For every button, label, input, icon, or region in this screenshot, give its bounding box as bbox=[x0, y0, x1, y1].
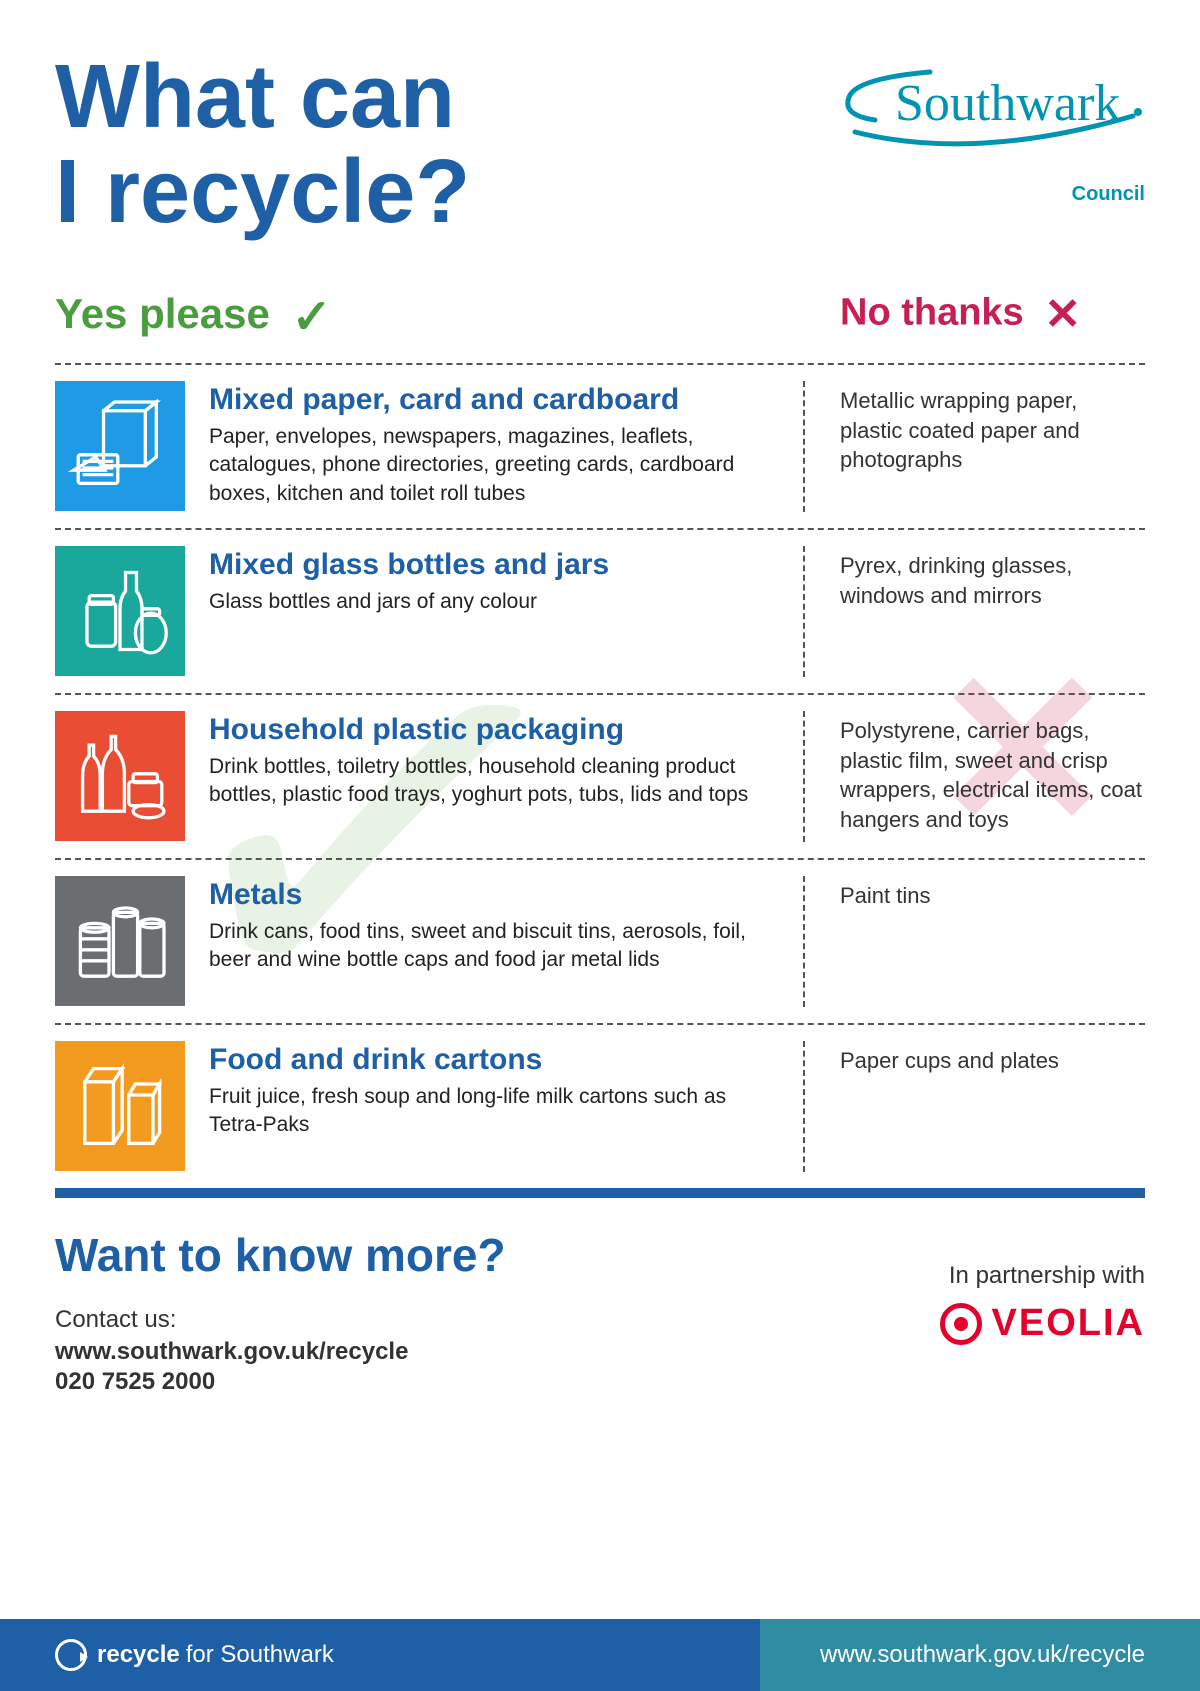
check-icon: ✓ bbox=[292, 289, 332, 345]
recycling-poster: What can I recycle? Southwark Council Ye… bbox=[0, 0, 1200, 1691]
column-headers: Yes please ✓ No thanks ✕ bbox=[55, 289, 1145, 355]
yes-please-header: Yes please ✓ bbox=[55, 289, 805, 355]
no-cell: Polystyrene, carrier bags, plastic film,… bbox=[805, 711, 1145, 842]
yes-cell: Metals Drink cans, food tins, sweet and … bbox=[55, 876, 805, 1007]
partner-label: In partnership with bbox=[940, 1262, 1145, 1290]
contact-label: Contact us: bbox=[55, 1306, 506, 1334]
no-thanks-header: No thanks ✕ bbox=[805, 289, 1145, 355]
contact-block: Want to know more? Contact us: www.south… bbox=[55, 1228, 506, 1396]
category-icon bbox=[55, 711, 185, 841]
yes-cell: Food and drink cartons Fruit juice, fres… bbox=[55, 1041, 805, 1172]
no-cell: Metallic wrapping paper, plastic coated … bbox=[805, 381, 1145, 512]
yes-label: Yes please bbox=[55, 290, 270, 337]
footer-recycle-text: for Southwark bbox=[186, 1641, 334, 1669]
category-title: Household plastic packaging bbox=[209, 713, 783, 747]
partner-block: In partnership with VEOLIA bbox=[940, 1228, 1145, 1396]
southwark-logo: Southwark Council bbox=[835, 50, 1145, 206]
logo-text-svg: Southwark bbox=[895, 75, 1120, 132]
page-title: What can I recycle? bbox=[55, 50, 470, 239]
veolia-logo: VEOLIA bbox=[940, 1302, 1145, 1345]
category-icon bbox=[55, 546, 185, 676]
category-title: Metals bbox=[209, 878, 783, 912]
category-row: Household plastic packaging Drink bottle… bbox=[55, 693, 1145, 858]
no-cell: Paint tins bbox=[805, 876, 1145, 1007]
category-description: Glass bottles and jars of any colour bbox=[209, 588, 783, 616]
yes-cell: Household plastic packaging Drink bottle… bbox=[55, 711, 805, 842]
yes-cell: Mixed paper, card and cardboard Paper, e… bbox=[55, 381, 805, 512]
category-title: Mixed paper, card and cardboard bbox=[209, 383, 783, 417]
veolia-name: VEOLIA bbox=[992, 1302, 1145, 1345]
yes-cell: Mixed glass bottles and jars Glass bottl… bbox=[55, 546, 805, 677]
category-row: Food and drink cartons Fruit juice, fres… bbox=[55, 1023, 1145, 1188]
no-cell: Paper cups and plates bbox=[805, 1041, 1145, 1172]
veolia-circle-icon bbox=[940, 1303, 982, 1345]
recycle-icon bbox=[55, 1639, 87, 1671]
contact-phone: 020 7525 2000 bbox=[55, 1368, 506, 1396]
category-title: Mixed glass bottles and jars bbox=[209, 548, 783, 582]
divider-bar bbox=[55, 1188, 1145, 1198]
category-icon bbox=[55, 381, 185, 511]
category-row: Metals Drink cans, food tins, sweet and … bbox=[55, 858, 1145, 1023]
x-icon: ✕ bbox=[1044, 289, 1081, 340]
logo-council-text: Council bbox=[835, 183, 1145, 206]
category-description: Drink cans, food tins, sweet and biscuit… bbox=[209, 918, 783, 975]
footer-right: www.southwark.gov.uk/recycle bbox=[760, 1619, 1200, 1691]
category-icon bbox=[55, 876, 185, 1006]
category-description: Fruit juice, fresh soup and long-life mi… bbox=[209, 1083, 783, 1140]
bottom-section: Want to know more? Contact us: www.south… bbox=[55, 1198, 1145, 1436]
header: What can I recycle? Southwark Council bbox=[55, 50, 1145, 239]
footer-url: www.southwark.gov.uk/recycle bbox=[820, 1641, 1145, 1669]
more-title: Want to know more? bbox=[55, 1228, 506, 1282]
category-description: Drink bottles, toiletry bottles, househo… bbox=[209, 753, 783, 810]
contact-url: www.southwark.gov.uk/recycle bbox=[55, 1338, 506, 1366]
category-row: Mixed glass bottles and jars Glass bottl… bbox=[55, 528, 1145, 693]
category-description: Paper, envelopes, newspapers, magazines,… bbox=[209, 423, 783, 508]
category-icon bbox=[55, 1041, 185, 1171]
no-cell: Pyrex, drinking glasses, windows and mir… bbox=[805, 546, 1145, 677]
footer-bar: recycle for Southwark www.southwark.gov.… bbox=[0, 1619, 1200, 1691]
no-label: No thanks bbox=[840, 292, 1024, 334]
category-title: Food and drink cartons bbox=[209, 1043, 783, 1077]
footer-recycle-bold: recycle bbox=[97, 1641, 180, 1669]
category-rows: Mixed paper, card and cardboard Paper, e… bbox=[55, 363, 1145, 1188]
category-row: Mixed paper, card and cardboard Paper, e… bbox=[55, 363, 1145, 528]
footer-left: recycle for Southwark bbox=[0, 1619, 760, 1691]
